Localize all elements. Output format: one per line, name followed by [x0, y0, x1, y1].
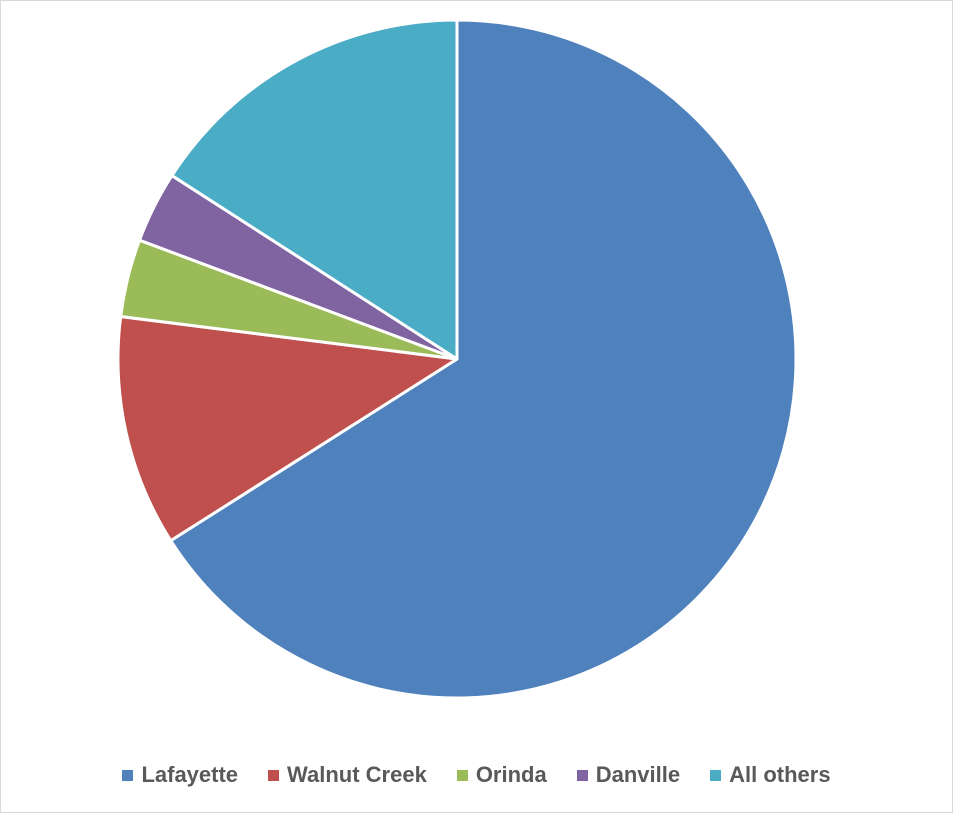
- pie-slice-lafayette: [169, 18, 798, 700]
- legend-label-lafayette: Lafayette: [141, 762, 239, 787]
- pie-chart: [116, 18, 798, 700]
- legend-swatch-danville: [576, 769, 588, 781]
- legend-item-all-others: All others: [710, 762, 831, 788]
- legend: Lafayette Walnut Creek Orinda Danville A…: [1, 757, 952, 793]
- pie-slice-all-others: [170, 18, 459, 361]
- legend-item-orinda: Orinda: [456, 762, 547, 788]
- legend-item-lafayette: Lafayette: [122, 762, 238, 788]
- legend-label-all-others: All others: [729, 762, 831, 787]
- legend-label-orinda: Orinda: [475, 762, 547, 787]
- legend-item-walnut-creek: Walnut Creek: [268, 762, 427, 788]
- legend-swatch-all-others: [710, 769, 722, 781]
- legend-label-walnut-creek: Walnut Creek: [287, 762, 427, 787]
- legend-item-danville: Danville: [576, 762, 681, 788]
- legend-label-danville: Danville: [595, 762, 681, 787]
- legend-swatch-lafayette: [122, 769, 134, 781]
- legend-swatch-walnut-creek: [268, 769, 280, 781]
- pie-slice-walnut-creek: [116, 315, 459, 543]
- legend-swatch-orinda: [456, 769, 468, 781]
